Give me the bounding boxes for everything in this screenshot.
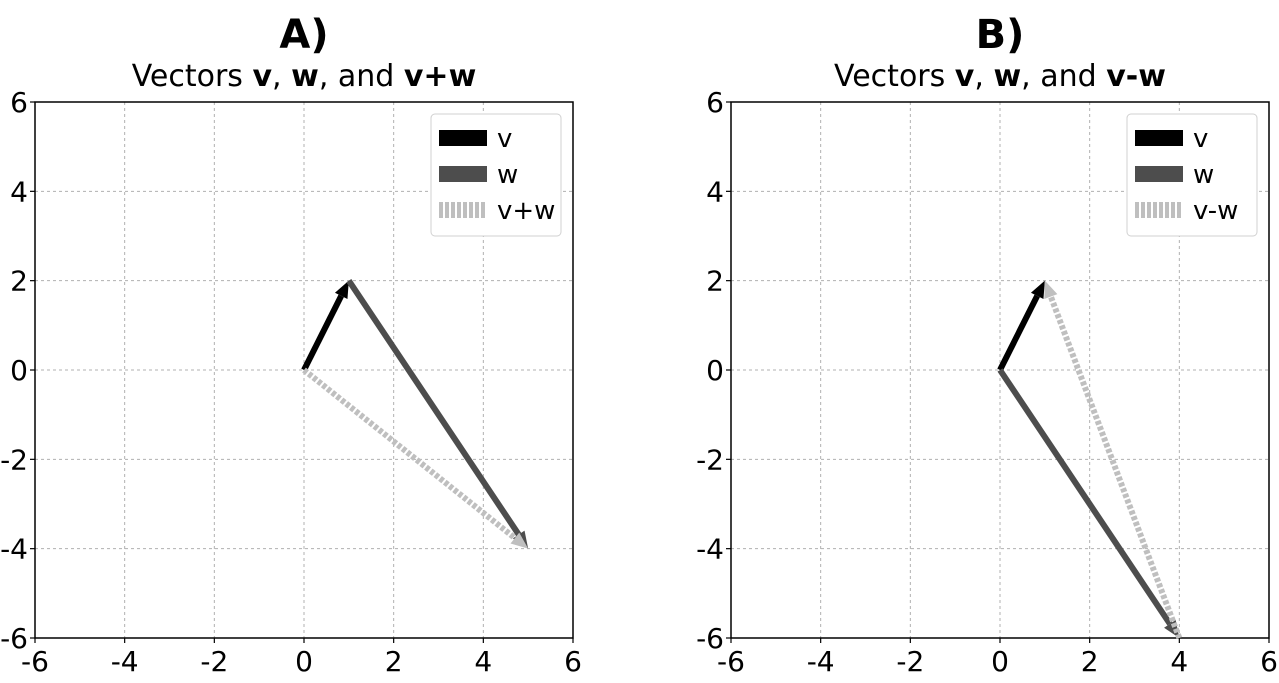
- vector-v-w: [1044, 280, 1183, 640]
- y-tick-label: 6: [10, 86, 28, 119]
- legend-label: v+w: [497, 196, 555, 226]
- legend-swatch: [1135, 166, 1183, 182]
- x-tick-label: 4: [474, 645, 492, 678]
- x-tick-label: -2: [200, 645, 228, 678]
- legend-label: v: [1193, 124, 1208, 154]
- x-tick-label: 0: [991, 645, 1009, 678]
- legend: vw v-w: [1126, 113, 1258, 237]
- legend-swatch: [1135, 130, 1183, 146]
- legend-swatch: [439, 130, 487, 146]
- chart-title: Vectors v, w, and v+w: [132, 59, 477, 94]
- x-tick-label: 6: [1260, 645, 1278, 678]
- chart-title: Vectors v, w, and v-w: [834, 59, 1166, 94]
- x-tick-label: -6: [717, 645, 745, 678]
- y-tick-label: 0: [706, 354, 724, 387]
- panel-a: A)Vectors v, w, and v+w-6 -4 -2 0 2 4 66420-2-…: [0, 12, 582, 678]
- chart-title-part: v: [955, 59, 975, 94]
- x-tick-label: -4: [807, 645, 835, 678]
- vector-head: [334, 280, 349, 300]
- vector-shaft: [346, 278, 522, 537]
- y-tick-label: -2: [696, 443, 724, 476]
- chart-title-part: v: [252, 59, 272, 94]
- chart-title-part: ,: [974, 59, 993, 94]
- x-tick-label: 0: [295, 645, 313, 678]
- vector-shaft: [302, 367, 517, 541]
- vector-v+w: [302, 367, 529, 549]
- x-tick-label: 4: [1170, 645, 1188, 678]
- chart-title-part: Vectors: [132, 59, 253, 94]
- vector-shaft: [997, 294, 1040, 372]
- vector-shaft: [1048, 295, 1183, 640]
- vector-head: [1044, 280, 1058, 300]
- panel-title: A): [279, 12, 328, 58]
- y-tick-label: 2: [10, 265, 28, 298]
- chart-title-part: , and: [1021, 59, 1106, 94]
- y-tick-label: 2: [706, 265, 724, 298]
- legend-swatch: [439, 166, 487, 182]
- x-tick-label: 2: [385, 645, 403, 678]
- y-tick-label: -2: [0, 443, 28, 476]
- chart-title-part: v-w: [1106, 59, 1166, 94]
- x-tick-label: -6: [21, 645, 49, 678]
- x-tick-label: -2: [896, 645, 924, 678]
- vector-shaft: [301, 294, 344, 372]
- y-tick-label: 4: [10, 175, 28, 208]
- legend-label: w: [497, 160, 518, 190]
- y-tick-label: -4: [0, 533, 28, 566]
- y-tick-label: -4: [696, 533, 724, 566]
- y-tick-label: -6: [696, 622, 724, 655]
- chart-title-part: Vectors: [834, 59, 955, 94]
- y-tick-label: -6: [0, 622, 28, 655]
- chart-title-part: , and: [319, 59, 404, 94]
- y-tick-label: 4: [706, 175, 724, 208]
- x-tick-label: 2: [1081, 645, 1099, 678]
- vector-head: [510, 532, 529, 549]
- vector-w: [346, 278, 529, 549]
- chart-title-part: w: [993, 59, 1021, 94]
- chart-title-part: v+w: [404, 59, 476, 94]
- vector-v: [997, 280, 1045, 372]
- chart-title-part: ,: [272, 59, 291, 94]
- x-tick-label: -4: [111, 645, 139, 678]
- vector-shaft: [997, 368, 1173, 626]
- y-tick-label: 6: [706, 86, 724, 119]
- panel-b: B)Vectors v, w, and v-w-6 -4 -2 0 2 4 66420-2-…: [696, 12, 1278, 678]
- legend-label: v: [497, 124, 512, 154]
- x-tick-label: 6: [564, 645, 582, 678]
- legend-label: w: [1193, 160, 1214, 190]
- y-tick-label: 0: [10, 354, 28, 387]
- panel-title: B): [976, 12, 1025, 58]
- vector-v: [301, 280, 349, 372]
- legend: vw v+w: [430, 113, 562, 237]
- chart-title-part: w: [291, 59, 319, 94]
- vector-head: [1030, 280, 1045, 300]
- legend-label: v-w: [1193, 196, 1238, 226]
